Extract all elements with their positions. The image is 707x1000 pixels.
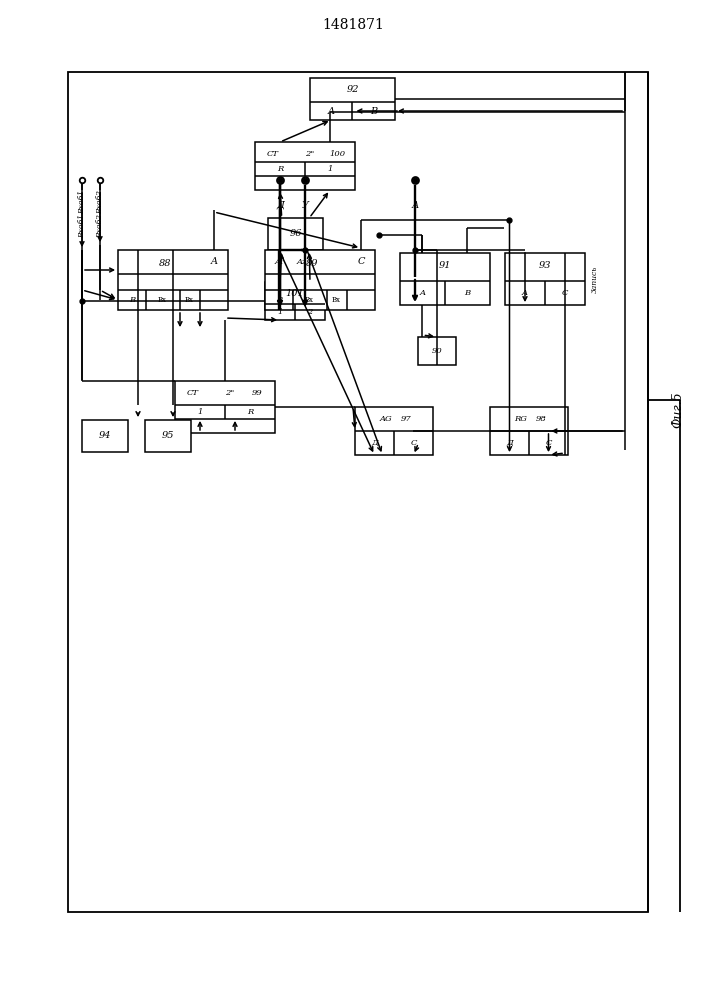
Text: C: C [357, 257, 365, 266]
Bar [68, 72, 648, 912]
Bar [418, 337, 456, 365]
Bar [118, 250, 228, 310]
Text: 1: 1 [277, 308, 283, 316]
Text: А: А [411, 200, 419, 210]
Text: R: R [277, 165, 283, 173]
Text: RG: RG [515, 415, 527, 423]
Bar [400, 253, 490, 305]
Text: Фиг.5: Фиг.5 [672, 392, 684, 428]
Text: Вхоб2: Вхоб2 [96, 190, 104, 214]
Text: B: B [129, 296, 135, 304]
Text: 95: 95 [162, 432, 174, 440]
Text: A: A [419, 289, 426, 297]
Text: Вх: Вх [305, 296, 313, 304]
Text: C: C [562, 289, 568, 297]
Text: Вхоб1: Вхоб1 [78, 214, 86, 238]
Text: Вхоб1: Вхоб1 [78, 190, 86, 214]
Text: 96: 96 [289, 230, 302, 238]
Text: 92: 92 [346, 85, 358, 94]
Text: A₂: A₂ [296, 258, 305, 266]
Bar [505, 253, 585, 305]
Text: 90: 90 [432, 347, 443, 355]
Text: 88: 88 [159, 259, 171, 268]
Text: B: B [464, 289, 471, 297]
Text: Вх: Вх [185, 296, 194, 304]
Bar [490, 407, 568, 455]
Text: Вх: Вх [332, 296, 341, 304]
Bar [268, 218, 323, 250]
Text: 2": 2" [226, 389, 235, 397]
Text: 1481871: 1481871 [322, 18, 384, 32]
Text: 2": 2" [305, 150, 315, 158]
Text: Д: Д [506, 439, 513, 447]
Text: R: R [247, 408, 253, 416]
Bar [265, 250, 375, 310]
Text: B: B [276, 296, 282, 304]
Text: B: B [370, 106, 378, 115]
Text: A₁: A₁ [274, 258, 284, 266]
Text: 99: 99 [252, 389, 262, 397]
Bar [145, 420, 191, 452]
Bar [355, 407, 433, 455]
Bar [82, 420, 128, 452]
Text: A: A [522, 289, 528, 297]
Text: 101: 101 [286, 290, 305, 298]
Text: 91: 91 [439, 260, 451, 269]
Text: AG: AG [380, 415, 392, 423]
Text: CT: CT [267, 150, 279, 158]
Text: A: A [211, 257, 218, 266]
Text: Вхоб2: Вхоб2 [96, 214, 104, 238]
Text: 100: 100 [329, 150, 345, 158]
Text: Запись: Запись [591, 265, 599, 293]
Text: 98: 98 [536, 415, 547, 423]
Text: Д: Д [371, 439, 378, 447]
Text: Д: Д [276, 200, 284, 210]
Text: 94: 94 [99, 432, 111, 440]
Bar [310, 78, 395, 120]
Text: 89: 89 [305, 259, 318, 268]
Text: CT: CT [187, 389, 199, 397]
Bar [175, 381, 275, 433]
Text: 2: 2 [308, 308, 312, 316]
Text: Вх: Вх [158, 296, 167, 304]
Text: A: A [328, 106, 334, 115]
Text: 97: 97 [401, 415, 411, 423]
Text: 1: 1 [197, 408, 203, 416]
Text: 1: 1 [327, 165, 333, 173]
Bar [265, 282, 325, 320]
Bar [255, 142, 355, 190]
Text: C: C [410, 439, 416, 447]
Text: C: C [545, 439, 551, 447]
Text: У: У [301, 200, 308, 210]
Text: 93: 93 [539, 260, 551, 269]
